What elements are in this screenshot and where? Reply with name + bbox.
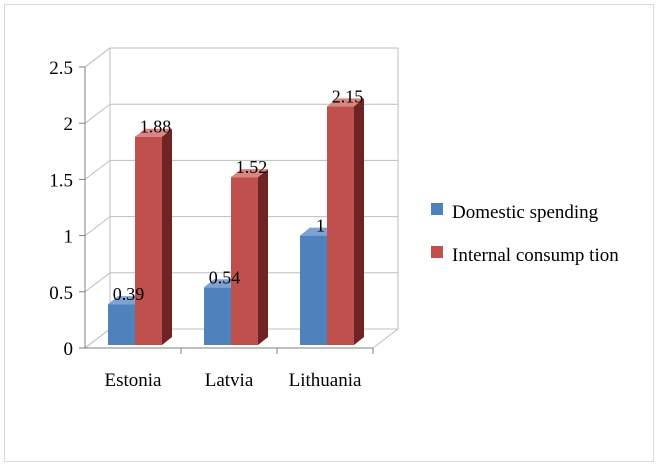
bar-front — [300, 235, 327, 345]
y-tick-label: 2.5 — [49, 58, 73, 79]
category-label: Lithuania — [289, 370, 362, 391]
axes — [79, 66, 374, 354]
bar-side — [162, 128, 172, 345]
bar — [327, 98, 364, 345]
bar-front — [231, 177, 258, 345]
legend-item: Internal consump tion — [431, 245, 619, 266]
data-label: 0.54 — [209, 267, 241, 287]
gridline — [84, 216, 398, 236]
bar-front — [327, 106, 354, 345]
bar-top — [327, 98, 364, 107]
legend-item: Domestic spending — [431, 202, 599, 223]
bar — [135, 128, 172, 345]
gridline — [84, 159, 398, 180]
y-tick-labels: 0 0.5 1 1.5 2 2.5 — [49, 58, 73, 360]
legend-swatch — [431, 203, 443, 215]
bars — [108, 98, 364, 345]
bar-front — [108, 304, 135, 345]
gridline — [84, 103, 398, 124]
data-label: 1.88 — [140, 117, 172, 137]
bar-side — [354, 98, 364, 345]
bar-side — [258, 169, 268, 345]
bar-front — [135, 136, 162, 345]
category-label: Latvia — [205, 370, 254, 391]
gridlines — [84, 47, 398, 349]
bar-top — [135, 128, 172, 137]
y-tick-label: 0 — [64, 339, 74, 360]
legend-label: Internal consump tion — [452, 245, 619, 266]
bar-top — [231, 169, 268, 178]
data-label: 0.39 — [113, 284, 145, 304]
bar — [231, 169, 268, 345]
legend-swatch — [431, 246, 443, 258]
legend: Domestic spending Internal consump tion — [431, 202, 619, 266]
y-tick-label: 1.5 — [49, 170, 73, 191]
data-label: 2.15 — [332, 86, 364, 106]
y-tick-label: 1 — [64, 227, 74, 248]
data-label: 1 — [316, 216, 325, 236]
y-tick-label: 2 — [64, 114, 74, 135]
category-labels: Estonia Latvia Lithuania — [105, 370, 362, 391]
bar-front — [204, 287, 231, 345]
data-labels: 0.39 1.88 0.54 1.52 1 2.15 — [113, 86, 364, 304]
data-label: 1.52 — [236, 157, 268, 177]
gridline — [84, 47, 398, 68]
side-wall — [84, 47, 111, 348]
legend-label: Domestic spending — [452, 202, 599, 223]
category-label: Estonia — [105, 370, 163, 391]
y-tick-label: 0.5 — [49, 283, 73, 304]
